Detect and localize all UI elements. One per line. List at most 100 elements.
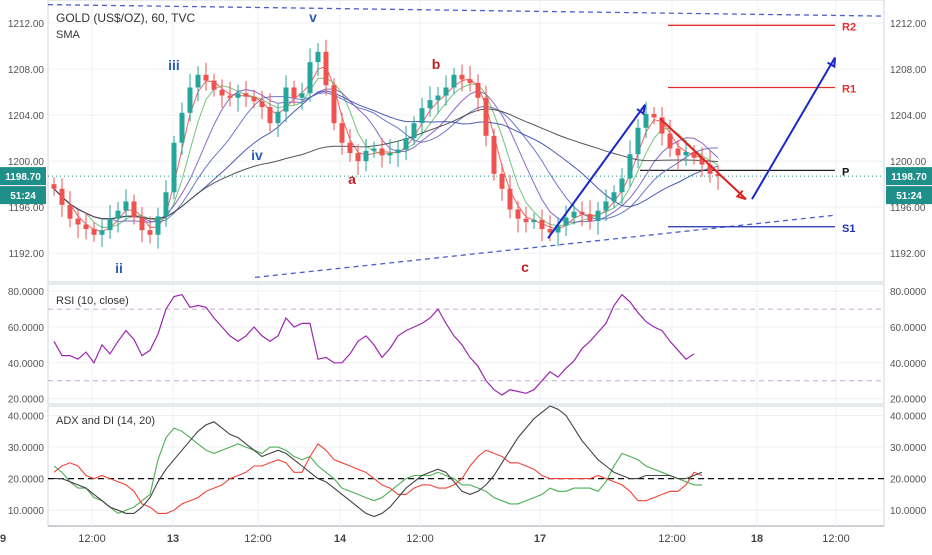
candle-body [627, 154, 633, 179]
red-arrow-down-head [735, 190, 747, 201]
adx-title: ADX and DI (14, 20) [56, 415, 155, 427]
candle-body [659, 117, 665, 134]
candle-body [451, 74, 457, 88]
candle-body [363, 150, 369, 162]
pivot-label-r1: R1 [842, 83, 856, 95]
sma-line [53, 77, 719, 228]
x-tick-label: 12:00 [406, 533, 434, 545]
pane-frame [47, 0, 885, 283]
countdown-box [0, 186, 46, 205]
candle-body [419, 108, 425, 124]
y-tick-label-left: 1192.00 [9, 249, 45, 260]
y-tick-label-right: 10.0000 [890, 506, 927, 517]
candle-body [251, 96, 257, 102]
y-tick-label-right: 80.0000 [890, 287, 927, 298]
candle-body [651, 113, 657, 118]
sma-label: SMA [56, 29, 81, 41]
candle-body [675, 148, 681, 156]
candle-body [123, 201, 129, 211]
candle-body [83, 224, 89, 230]
candle-body [699, 157, 705, 165]
candle-body [355, 153, 361, 162]
candle-body [115, 210, 121, 219]
candle-body [131, 201, 137, 218]
candle-body [683, 151, 689, 156]
candle-body [371, 148, 377, 151]
candle-body [291, 87, 297, 98]
candle-body [59, 188, 65, 205]
candle-body [635, 127, 641, 155]
candle-body [467, 79, 473, 83]
candle-body [603, 201, 609, 211]
wave-label-a: a [348, 171, 356, 187]
candle-body [611, 192, 617, 202]
candle-body [243, 93, 249, 97]
candle-body [155, 216, 161, 235]
candle-body [235, 93, 241, 98]
candle-body [107, 218, 113, 231]
candle-body [347, 142, 353, 154]
candle-body [595, 210, 601, 221]
y-tick-label-left: 1212.00 [8, 19, 45, 30]
adx-minus-di-line [53, 443, 703, 514]
x-tick-label: 12:00 [658, 533, 686, 545]
candle-body [331, 85, 337, 124]
candle-body [571, 211, 577, 218]
candle-body [427, 100, 433, 109]
candle-body [99, 230, 105, 235]
candle-body [667, 133, 673, 149]
x-tick-label: 12:00 [78, 533, 106, 545]
y-tick-label-right: 20.0000 [890, 475, 927, 486]
candle-body [323, 51, 329, 86]
x-tick-label: 12:00 [244, 533, 272, 545]
wave-label-b: b [432, 56, 441, 72]
candle-body [379, 148, 385, 156]
pivot-label-p: P [842, 166, 849, 178]
countdown-box [886, 186, 932, 205]
candle-body [75, 218, 81, 225]
candle-body [267, 107, 273, 124]
blue-arrow-up [547, 104, 646, 239]
candle-body [531, 219, 537, 223]
candle-body [171, 142, 177, 193]
candle-body [587, 214, 593, 221]
current-price-label: 1198.70 [5, 172, 41, 183]
candle-body [547, 229, 553, 233]
pivot-label-s1: S1 [842, 223, 855, 235]
candle-body [563, 217, 569, 226]
y-tick-label-right: 20.0000 [890, 395, 927, 406]
x-tick-label: 19 [0, 533, 6, 545]
candle-body [179, 112, 185, 143]
candle-body [387, 153, 393, 156]
candle-body [403, 138, 409, 150]
candle-body [67, 204, 73, 219]
candle-body [195, 74, 201, 88]
y-tick-label-left: 20.0000 [8, 395, 45, 406]
candle-body [491, 135, 497, 174]
x-tick-label: 18 [751, 533, 763, 545]
red-arrow-down [659, 117, 747, 200]
y-tick-label-right: 1212.00 [890, 19, 927, 30]
y-tick-label-right: 1200.00 [890, 157, 927, 168]
candle-body [227, 95, 233, 98]
y-tick-label-right: 1208.00 [890, 65, 927, 76]
candle-body [483, 97, 489, 136]
candle-body [555, 225, 561, 233]
y-tick-label-right: 1204.00 [890, 111, 927, 122]
countdown-label: 51:24 [896, 191, 922, 202]
candle-body [315, 51, 321, 63]
candle-body [211, 80, 217, 90]
blue-arrow-up-head [636, 104, 646, 116]
price-box [886, 167, 932, 186]
y-tick-label-left: 10.0000 [8, 506, 45, 517]
wave-label-iii: iii [168, 57, 180, 73]
wave-label-c: c [521, 259, 529, 275]
candle-body [163, 192, 169, 217]
candle-body [459, 74, 465, 80]
current-price-label: 1198.70 [891, 172, 927, 183]
y-tick-label-left: 1208.00 [8, 65, 45, 76]
y-tick-label-left: 30.0000 [8, 443, 45, 454]
candle-body [187, 87, 193, 113]
x-tick-label: 17 [534, 533, 546, 545]
candle-body [499, 173, 505, 189]
